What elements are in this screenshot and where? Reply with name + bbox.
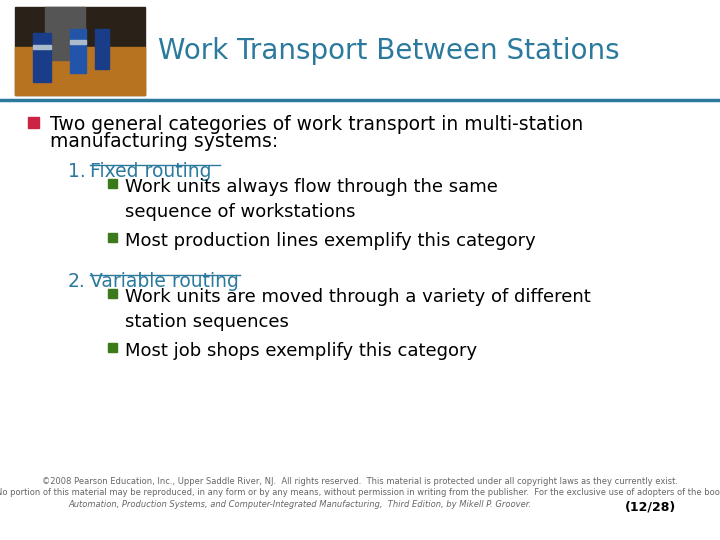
Text: (12/28): (12/28) (624, 500, 675, 513)
Text: Automation, Production Systems, and Computer-Integrated Manufacturing,  Third Ed: Automation, Production Systems, and Comp… (68, 500, 531, 509)
Bar (33, 45, 51, 49)
Text: Most job shops exemplify this category: Most job shops exemplify this category (125, 342, 477, 360)
Bar (28, 117, 39, 128)
Bar (33, 33, 51, 82)
Bar (15, 7, 145, 95)
Text: Variable routing: Variable routing (90, 272, 239, 291)
Text: Work units always flow through the same
sequence of workstations: Work units always flow through the same … (125, 178, 498, 221)
Bar (45, 7, 85, 60)
Bar (108, 343, 117, 352)
Bar (108, 289, 117, 298)
Text: manufacturing systems:: manufacturing systems: (50, 132, 278, 151)
Text: Work units are moved through a variety of different
station sequences: Work units are moved through a variety o… (125, 288, 590, 331)
Text: Most production lines exemplify this category: Most production lines exemplify this cat… (125, 232, 536, 250)
Text: Two general categories of work transport in multi-station: Two general categories of work transport… (50, 115, 583, 134)
Text: 2.: 2. (68, 272, 86, 291)
Bar (108, 233, 117, 242)
Bar (95, 29, 109, 69)
Text: 1.: 1. (68, 162, 86, 181)
Text: Fixed routing: Fixed routing (90, 162, 212, 181)
Bar (70, 40, 86, 44)
Bar (15, 46, 145, 95)
Bar (108, 179, 117, 188)
Bar (70, 29, 86, 73)
Text: Work Transport Between Stations: Work Transport Between Stations (158, 37, 620, 65)
Text: ©2008 Pearson Education, Inc., Upper Saddle River, NJ.  All rights reserved.  Th: ©2008 Pearson Education, Inc., Upper Sad… (42, 477, 678, 486)
Text: No portion of this material may be reproduced, in any form or by any means, with: No portion of this material may be repro… (0, 488, 720, 497)
